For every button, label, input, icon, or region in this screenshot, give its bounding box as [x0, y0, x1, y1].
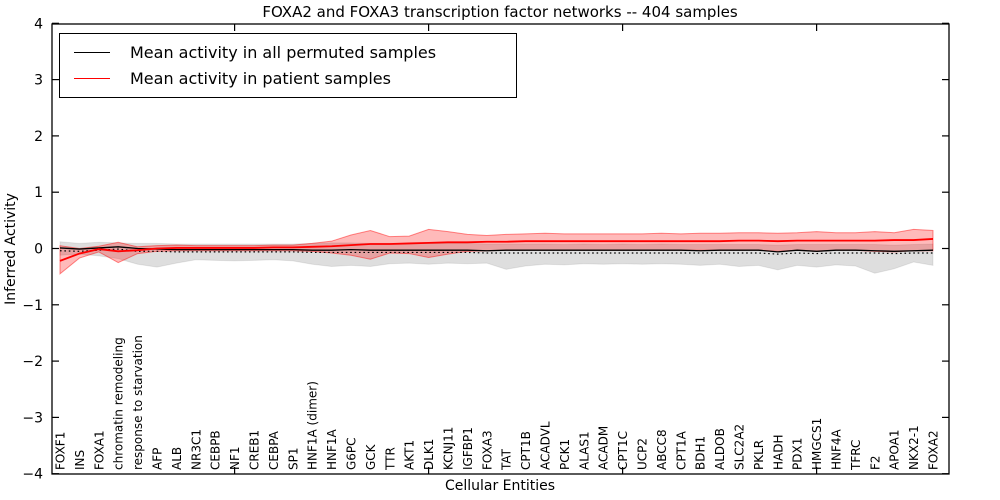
- svg-text:0: 0: [34, 242, 43, 258]
- svg-text:KCNJ11: KCNJ11: [442, 427, 456, 470]
- svg-text:2: 2: [34, 129, 43, 145]
- svg-text:GCK: GCK: [364, 443, 378, 470]
- red-line-swatch: [74, 77, 110, 79]
- svg-text:F2: F2: [868, 455, 882, 470]
- svg-text:FOXA1: FOXA1: [92, 430, 106, 470]
- svg-text:DLK1: DLK1: [422, 439, 436, 470]
- svg-text:ACADM: ACADM: [597, 426, 611, 470]
- svg-text:CPT1A: CPT1A: [674, 430, 688, 470]
- svg-text:APOA1: APOA1: [888, 429, 902, 470]
- svg-text:−1: −1: [22, 298, 43, 314]
- svg-text:TFRC: TFRC: [849, 440, 863, 471]
- svg-text:−2: −2: [22, 354, 43, 370]
- svg-text:CEBPB: CEBPB: [209, 430, 223, 470]
- svg-text:NF1: NF1: [228, 446, 242, 470]
- legend-label-patient: Mean activity in patient samples: [130, 68, 391, 88]
- svg-text:PKLR: PKLR: [752, 440, 766, 470]
- svg-text:TTR: TTR: [383, 447, 397, 471]
- svg-text:HNF1A (dimer): HNF1A (dimer): [306, 381, 320, 470]
- svg-text:ALB: ALB: [170, 447, 184, 470]
- legend-item-permuted: Mean activity in all permuted samples: [74, 43, 510, 62]
- svg-text:UCP2: UCP2: [636, 438, 650, 470]
- svg-text:HNF4A: HNF4A: [830, 428, 844, 470]
- svg-text:PCK1: PCK1: [558, 439, 572, 470]
- svg-text:BDH1: BDH1: [694, 436, 708, 470]
- svg-text:CEBPA: CEBPA: [267, 430, 281, 470]
- svg-text:chromatin remodeling: chromatin remodeling: [112, 337, 126, 470]
- svg-text:AFP: AFP: [151, 448, 165, 470]
- svg-text:CPT1B: CPT1B: [519, 431, 533, 470]
- svg-text:INS: INS: [73, 450, 87, 470]
- svg-text:AKT1: AKT1: [403, 440, 417, 470]
- svg-text:TAT: TAT: [500, 448, 514, 471]
- svg-text:−3: −3: [22, 410, 43, 426]
- svg-text:SLC2A2: SLC2A2: [733, 424, 747, 470]
- svg-text:HMGCS1: HMGCS1: [810, 418, 824, 470]
- svg-text:FOXA2: FOXA2: [927, 430, 941, 470]
- svg-text:FOXA3: FOXA3: [480, 430, 494, 470]
- svg-text:response to starvation: response to starvation: [131, 335, 145, 470]
- chart-title: FOXA2 and FOXA3 transcription factor net…: [262, 3, 738, 21]
- svg-text:HNF1A: HNF1A: [325, 428, 339, 470]
- svg-text:SP1: SP1: [286, 448, 300, 471]
- svg-text:IGFBP1: IGFBP1: [461, 427, 475, 470]
- svg-text:ALDOB: ALDOB: [713, 428, 727, 470]
- svg-text:CPT1C: CPT1C: [616, 431, 630, 470]
- black-line-swatch: [74, 52, 110, 54]
- svg-text:HADH: HADH: [771, 435, 785, 471]
- svg-text:−4: −4: [22, 467, 43, 483]
- svg-text:1: 1: [34, 185, 43, 201]
- legend-label-permuted: Mean activity in all permuted samples: [130, 43, 437, 63]
- legend: Mean activity in all permuted samples Me…: [59, 33, 517, 98]
- svg-text:G6PC: G6PC: [345, 437, 359, 470]
- svg-text:NR3C1: NR3C1: [189, 429, 203, 470]
- svg-text:3: 3: [34, 73, 43, 89]
- svg-text:ABCC8: ABCC8: [655, 429, 669, 470]
- svg-text:NKX2-1: NKX2-1: [907, 425, 921, 470]
- svg-text:4: 4: [34, 16, 43, 32]
- svg-text:ACADVL: ACADVL: [539, 421, 553, 470]
- x-axis-label: Cellular Entities: [444, 478, 556, 494]
- svg-text:FOXF1: FOXF1: [54, 432, 68, 470]
- legend-item-patient: Mean activity in patient samples: [74, 69, 510, 88]
- svg-text:PDX1: PDX1: [791, 438, 805, 470]
- svg-text:ALAS1: ALAS1: [577, 431, 591, 470]
- svg-text:CREB1: CREB1: [248, 430, 262, 470]
